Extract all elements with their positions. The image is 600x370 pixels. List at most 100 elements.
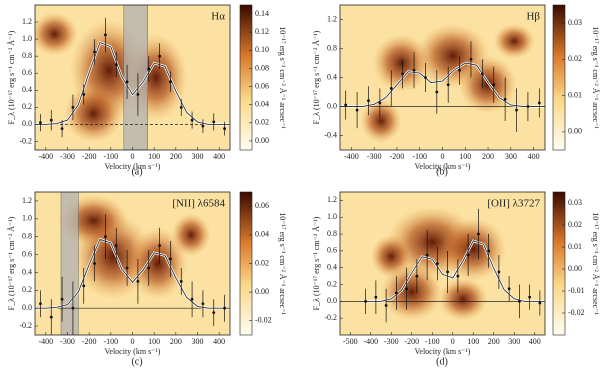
- colorbar-tick-label: 0.02: [568, 220, 582, 229]
- y-tick-label: -0.2: [19, 136, 32, 145]
- colorbar-tick-label: 0.04: [255, 230, 269, 239]
- colorbar-tick-label: 0.02: [255, 118, 269, 127]
- data-point: [497, 270, 501, 274]
- data-point: [503, 97, 507, 101]
- colorbar-tick-label: 0.02: [255, 258, 269, 267]
- data-point: [412, 68, 416, 72]
- x-tick-label: -100: [412, 152, 427, 161]
- x-tick-label: 200: [170, 152, 182, 161]
- x-tick-label: -300: [60, 337, 75, 346]
- map-blob: [64, 84, 123, 143]
- data-point: [125, 80, 129, 84]
- data-point: [125, 266, 129, 270]
- data-point: [487, 249, 491, 253]
- masked-region: [60, 192, 79, 335]
- colorbar-label: 10⁻¹⁷ erg s⁻¹ cm⁻² Å⁻¹ arcsec⁻¹: [278, 26, 287, 129]
- y-tick-label: 0.4: [22, 85, 32, 94]
- y-tick-label: 0.8: [22, 232, 32, 241]
- x-tick-label: -300: [384, 337, 399, 346]
- x-tick-label: -100: [103, 337, 118, 346]
- map-blob: [440, 217, 507, 281]
- x-tick-label: 300: [192, 152, 204, 161]
- data-point: [93, 262, 96, 265]
- plot: [35, 192, 230, 335]
- panel-title: Hα: [211, 11, 225, 23]
- y-tick-label: 1.0: [22, 34, 32, 43]
- data-point: [435, 90, 439, 94]
- data-point: [114, 244, 118, 248]
- colorbar-tick-label: 0.00: [568, 127, 582, 136]
- data-point: [480, 72, 484, 76]
- data-point: [405, 287, 409, 291]
- data-point: [435, 262, 439, 265]
- data-point: [515, 108, 518, 112]
- data-point: [476, 232, 480, 236]
- map-blob: [171, 213, 211, 257]
- y-axis-label: F_λ (10⁻¹⁷ erg s⁻¹ cm⁻² Å⁻¹): [312, 216, 321, 310]
- data-point: [401, 72, 405, 76]
- map-blob: [438, 277, 488, 321]
- data-point: [355, 108, 359, 112]
- colorbar-tick-label: 0.04: [255, 100, 269, 109]
- data-point: [60, 297, 64, 301]
- x-axis-label: Velocity (km s⁻¹): [105, 347, 161, 356]
- x-tick-label: -200: [404, 337, 419, 346]
- panel-caption: (b): [436, 166, 448, 177]
- x-tick-label: 0: [451, 337, 455, 346]
- map-blob: [128, 227, 188, 300]
- data-point: [136, 93, 140, 96]
- data-point: [212, 120, 216, 124]
- data-point: [446, 83, 450, 87]
- colorbar-tick-label: 0.12: [255, 27, 269, 36]
- x-tick-label: 0: [131, 152, 135, 161]
- y-tick-label: -0.4: [324, 130, 337, 139]
- x-tick-label: -200: [82, 337, 97, 346]
- map-blob: [372, 34, 431, 92]
- y-tick-label: 0.8: [327, 43, 337, 52]
- colorbar-tick-label: -0.01: [568, 286, 585, 295]
- x-tick-label: 300: [508, 337, 520, 346]
- data-point: [169, 257, 172, 261]
- colorbar-tick-label: 0.02: [568, 54, 582, 63]
- data-point: [71, 105, 75, 109]
- fit-curve: [340, 62, 545, 107]
- data-point: [415, 274, 419, 278]
- x-tick-label: 200: [170, 337, 182, 346]
- y-tick-label: 0.4: [327, 263, 337, 272]
- colorbar: [552, 4, 566, 151]
- data-point: [60, 127, 64, 131]
- x-tick-label: -100: [103, 152, 118, 161]
- data-point: [190, 118, 194, 122]
- data-point: [223, 127, 226, 131]
- fit-curve: [35, 41, 230, 125]
- y-tick-label: 1.0: [22, 214, 32, 223]
- y-tick-label: 1.0: [327, 212, 337, 221]
- data-point: [507, 287, 511, 291]
- y-tick-label: 0.4: [22, 267, 32, 276]
- x-tick-label: 400: [213, 152, 225, 161]
- data-point: [71, 306, 75, 310]
- data-point: [104, 33, 107, 37]
- data-point: [179, 105, 183, 109]
- colorbar-tick-label: 0.06: [255, 81, 269, 90]
- panel-title: [OII] λ3727: [487, 198, 540, 210]
- y-tick-label: 0.6: [22, 68, 32, 77]
- x-tick-label: 100: [459, 152, 471, 161]
- x-axis-label: Velocity (km s⁻¹): [415, 162, 471, 171]
- data-point: [212, 311, 216, 315]
- y-tick-label: 0.2: [22, 102, 32, 111]
- data-point: [223, 306, 226, 310]
- y-tick-label: 0.2: [22, 285, 32, 294]
- y-axis-label: F_λ (10⁻¹⁷ erg s⁻¹ cm⁻² Å⁻¹): [7, 216, 16, 310]
- y-tick-label: 0.4: [327, 72, 337, 81]
- y-tick-label: 1.2: [327, 195, 337, 204]
- map-blob: [370, 234, 412, 278]
- colorbar: [552, 191, 566, 336]
- data-point: [538, 301, 542, 305]
- data-point: [364, 299, 368, 303]
- colorbar-label: 10⁻¹⁷ erg s⁻¹ cm⁻² Å⁻¹ arcsec⁻¹: [278, 212, 287, 315]
- colorbar-tick-label: 0.03: [568, 18, 582, 27]
- data-point: [169, 80, 172, 84]
- data-point: [492, 83, 496, 87]
